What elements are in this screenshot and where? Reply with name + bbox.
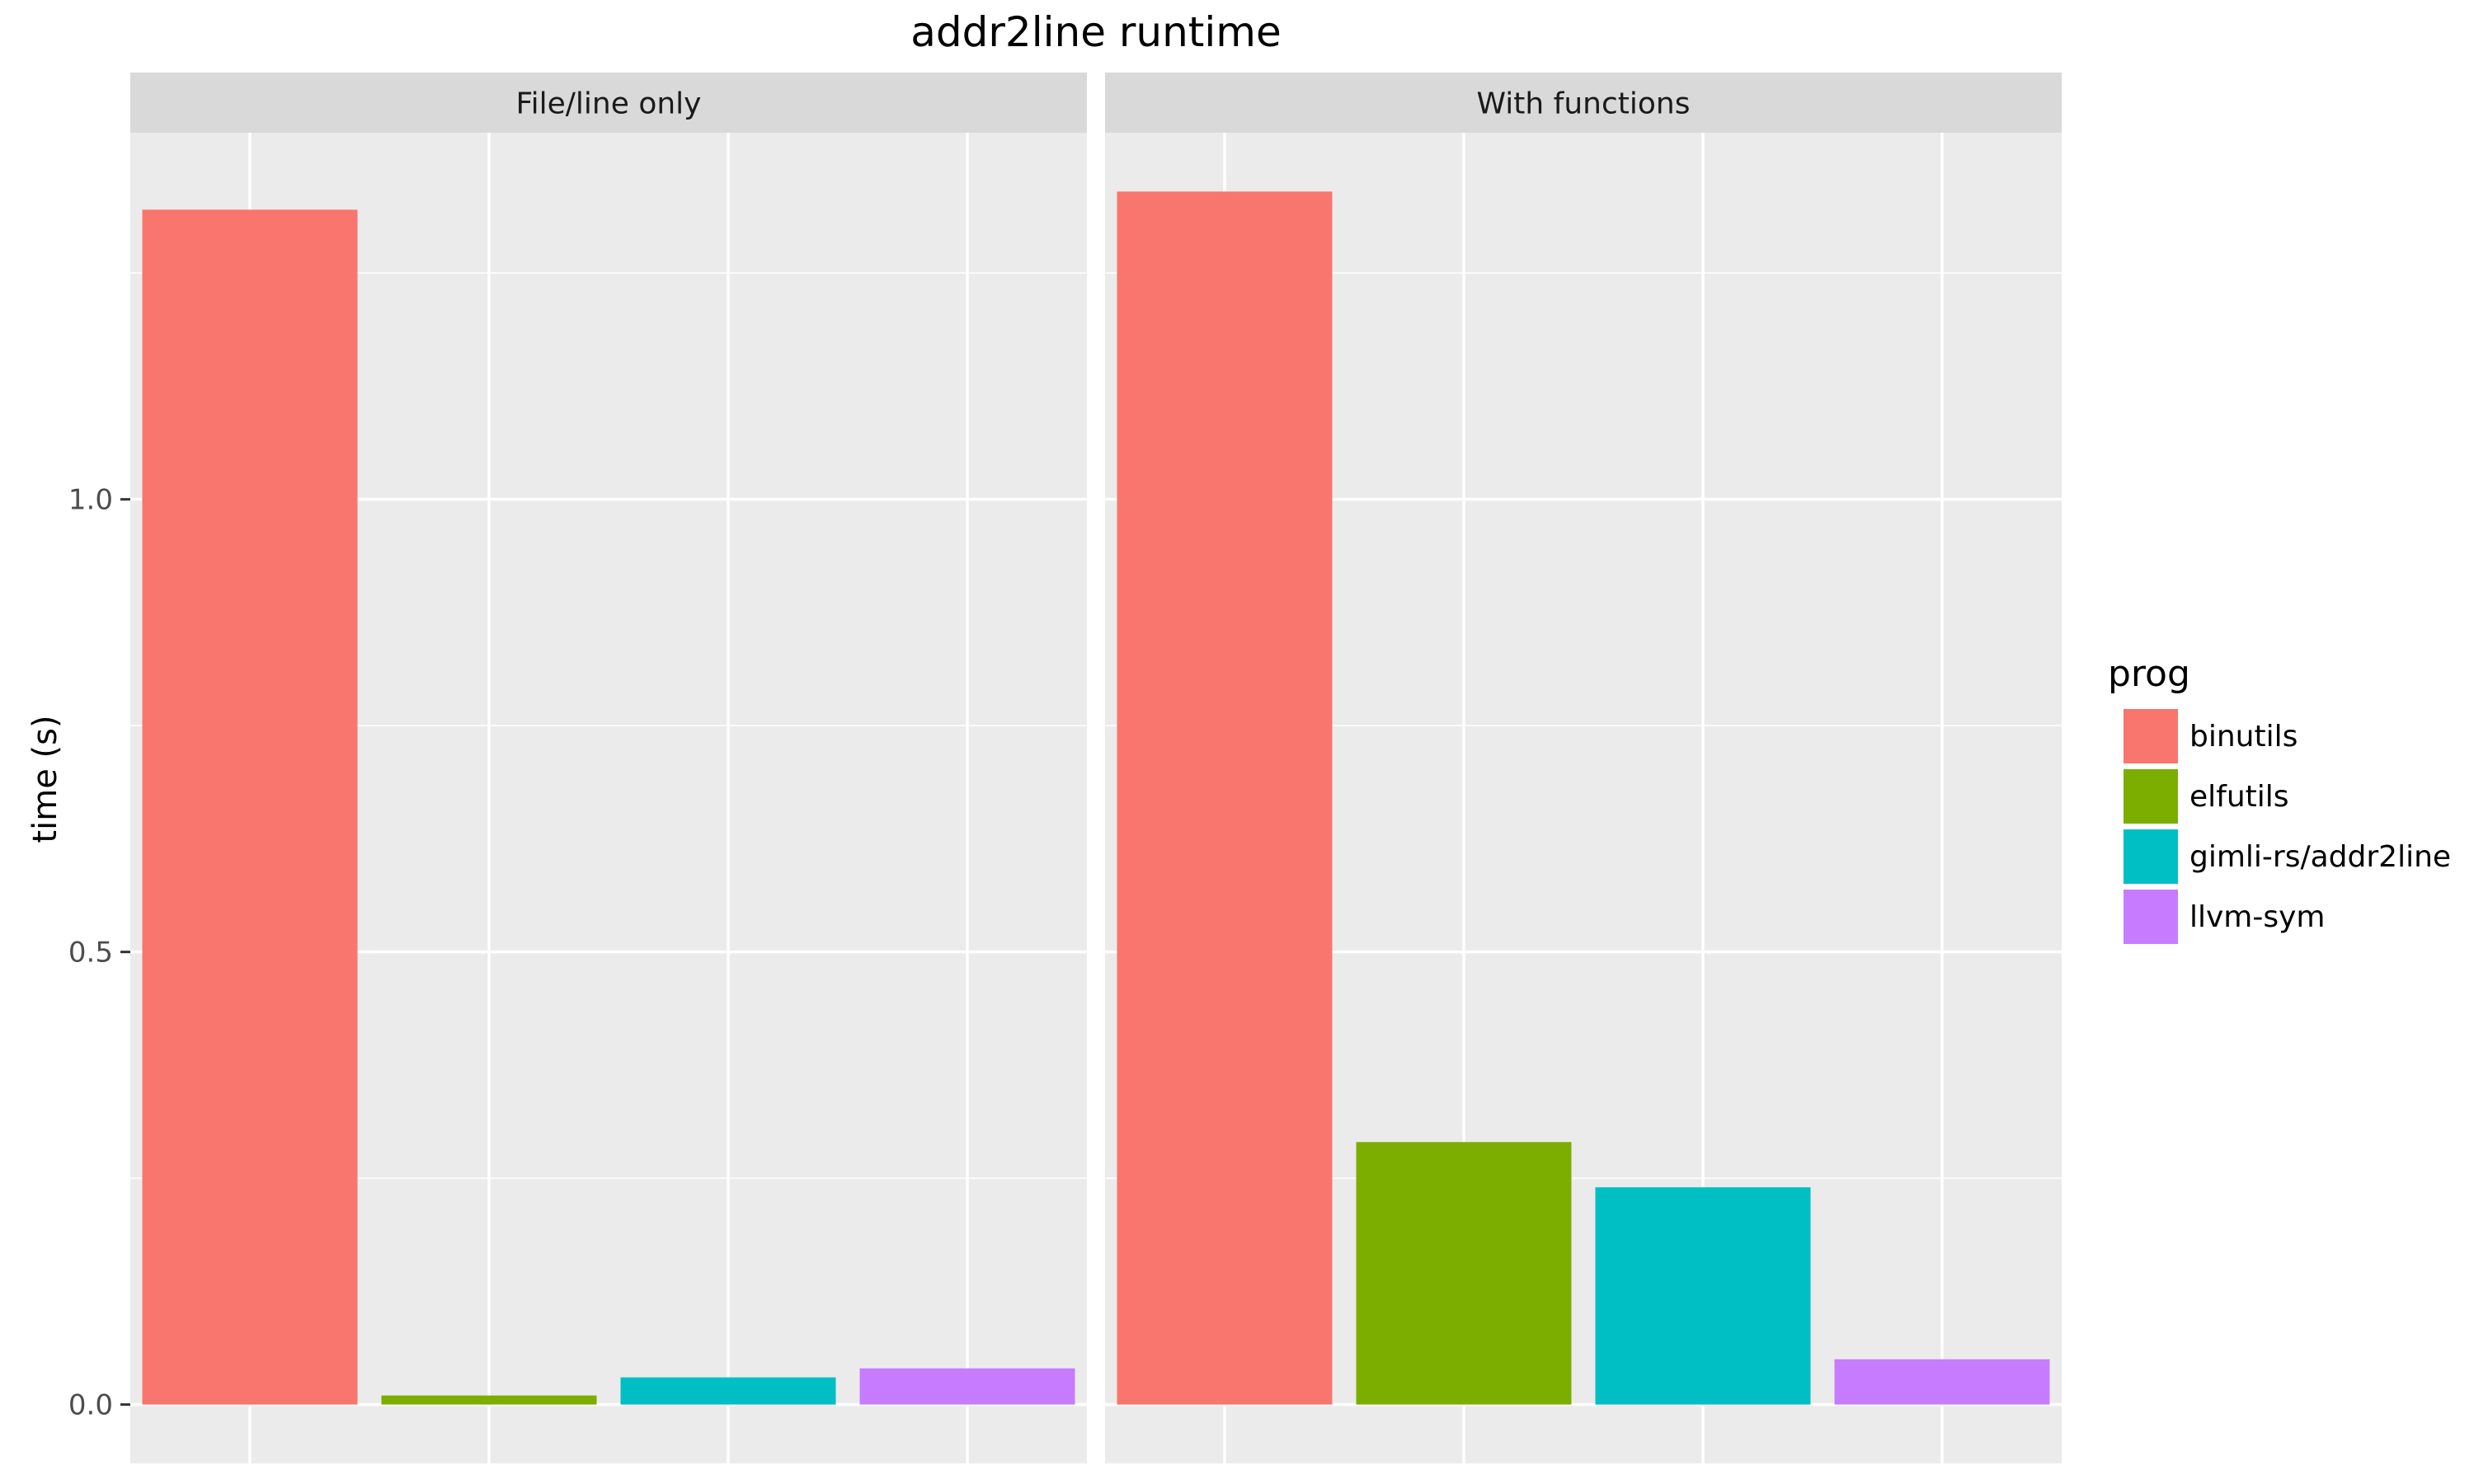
bar-binutils [142, 209, 358, 1405]
bar-elfutils [1356, 1142, 1572, 1405]
bar-llvm-sym [1834, 1359, 2050, 1405]
facet-strip-label: With functions [1477, 87, 1691, 121]
legend-label: llvm-sym [2189, 900, 2326, 934]
bar-gimli-rs-addr2line [1595, 1187, 1811, 1405]
y-tick-label: 0.0 [68, 1389, 113, 1422]
legend-key [2124, 709, 2178, 763]
legend-label: gimli-rs/addr2line [2189, 840, 2451, 874]
facet-panel: With functions [1105, 73, 2062, 1463]
bar-elfutils [381, 1395, 597, 1405]
facet-panels: File/line only With functions [130, 73, 2062, 1463]
bar-binutils [1117, 191, 1333, 1405]
legend: prog binutils elfutils gimli-rs/addr2line l… [2108, 653, 2451, 944]
y-axis: 0.0 0.5 1.0 [68, 484, 130, 1422]
legend-label: binutils [2189, 720, 2298, 754]
legend-key [2124, 829, 2178, 884]
facet-strip [130, 73, 1087, 133]
y-tick-label: 0.5 [68, 937, 113, 970]
y-axis-title: time (s) [26, 715, 64, 843]
facet-strip-label: File/line only [516, 87, 702, 121]
legend-title: prog [2108, 653, 2190, 695]
bar-llvm-sym [859, 1368, 1075, 1405]
legend-label: elfutils [2189, 780, 2289, 814]
facet-panel: File/line only [130, 73, 1087, 1463]
chart-title: addr2line runtime [910, 8, 1282, 56]
legend-key [2124, 769, 2178, 824]
y-tick-label: 1.0 [68, 484, 113, 517]
facet-strip [1105, 73, 2062, 133]
legend-key [2124, 890, 2178, 944]
bar-gimli-rs-addr2line [620, 1377, 836, 1405]
legend-items: binutils elfutils gimli-rs/addr2line llvm-s… [2124, 709, 2451, 944]
